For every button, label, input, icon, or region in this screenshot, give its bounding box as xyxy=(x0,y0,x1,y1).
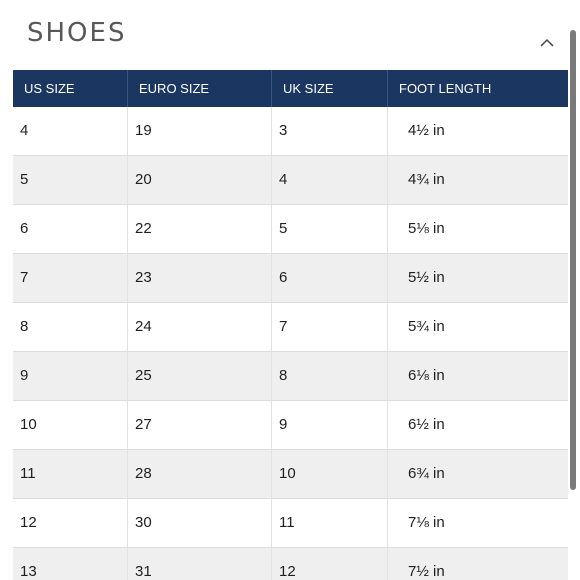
table-row: 7 23 6 5½ in xyxy=(13,254,568,303)
table-row: 9 25 8 6⅛ in xyxy=(13,352,568,401)
us-size-cell: 5 xyxy=(13,156,128,204)
euro-size-cell: 30 xyxy=(128,499,272,547)
us-size-cell: 10 xyxy=(13,401,128,449)
table-row: 8 24 7 5¾ in xyxy=(13,303,568,352)
table-row: 4 19 3 4½ in xyxy=(13,107,568,156)
table-row: 5 20 4 4¾ in xyxy=(13,156,568,205)
us-size-cell: 12 xyxy=(13,499,128,547)
foot-length-cell: 6½ in xyxy=(408,416,445,433)
us-size-cell: 13 xyxy=(13,548,128,580)
us-size-cell: 9 xyxy=(13,352,128,400)
uk-size-cell: 4 xyxy=(272,156,388,204)
section-header: SHOES xyxy=(0,0,580,70)
euro-size-cell: 28 xyxy=(128,450,272,498)
uk-size-cell: 5 xyxy=(272,205,388,253)
table-header-row: US SIZE EURO SIZE UK SIZE FOOT LENGTH xyxy=(13,70,568,107)
collapse-button[interactable] xyxy=(535,33,559,53)
table-row: 6 22 5 5⅛ in xyxy=(13,205,568,254)
table-row: 12 30 11 7⅛ in xyxy=(13,499,568,548)
table-row: 11 28 10 6¾ in xyxy=(13,450,568,499)
header-us-size[interactable]: US SIZE xyxy=(13,70,128,107)
euro-size-cell: 27 xyxy=(128,401,272,449)
euro-size-cell: 31 xyxy=(128,548,272,580)
us-size-cell: 11 xyxy=(13,450,128,498)
table-row: 13 31 12 7½ in xyxy=(13,548,568,580)
euro-size-cell: 23 xyxy=(128,254,272,302)
section-title: SHOES xyxy=(27,18,127,48)
table-body: 4 19 3 4½ in 5 20 4 4¾ in 6 22 5 5⅛ in 7 23 6 5½ in 8 24 7… xyxy=(13,107,568,580)
us-size-cell: 7 xyxy=(13,254,128,302)
foot-length-cell: 4½ in xyxy=(408,122,445,139)
foot-length-cell: 5¾ in xyxy=(408,318,445,335)
foot-length-cell: 6¾ in xyxy=(408,465,445,482)
uk-size-cell: 10 xyxy=(272,450,388,498)
foot-length-cell: 6⅛ in xyxy=(408,367,445,384)
euro-size-cell: 24 xyxy=(128,303,272,351)
foot-length-cell: 7⅛ in xyxy=(408,514,445,531)
uk-size-cell: 7 xyxy=(272,303,388,351)
us-size-cell: 4 xyxy=(13,107,128,155)
header-euro-size[interactable]: EURO SIZE xyxy=(128,70,272,107)
scrollbar[interactable] xyxy=(570,30,576,490)
uk-size-cell: 9 xyxy=(272,401,388,449)
us-size-cell: 8 xyxy=(13,303,128,351)
euro-size-cell: 20 xyxy=(128,156,272,204)
header-foot-length[interactable]: FOOT LENGTH xyxy=(399,81,492,96)
foot-length-cell: 5⅛ in xyxy=(408,220,445,237)
chevron-up-icon xyxy=(540,38,554,47)
table-row: 10 27 9 6½ in xyxy=(13,401,568,450)
foot-length-cell: 4¾ in xyxy=(408,171,445,188)
uk-size-cell: 6 xyxy=(272,254,388,302)
foot-length-cell: 7½ in xyxy=(408,563,445,580)
uk-size-cell: 12 xyxy=(272,548,388,580)
uk-size-cell: 3 xyxy=(272,107,388,155)
euro-size-cell: 25 xyxy=(128,352,272,400)
euro-size-cell: 22 xyxy=(128,205,272,253)
euro-size-cell: 19 xyxy=(128,107,272,155)
us-size-cell: 6 xyxy=(13,205,128,253)
foot-length-cell: 5½ in xyxy=(408,269,445,286)
uk-size-cell: 11 xyxy=(272,499,388,547)
uk-size-cell: 8 xyxy=(272,352,388,400)
header-uk-size[interactable]: UK SIZE xyxy=(272,70,388,107)
